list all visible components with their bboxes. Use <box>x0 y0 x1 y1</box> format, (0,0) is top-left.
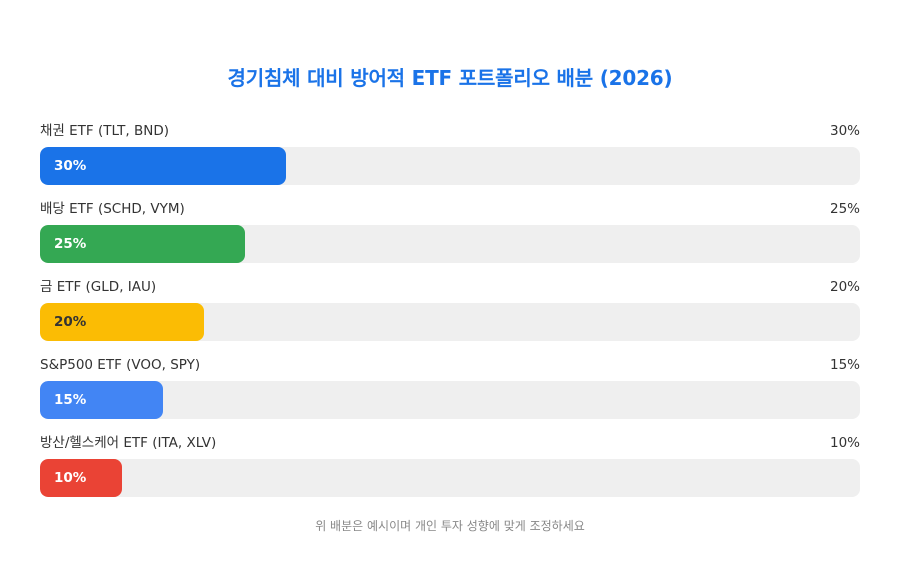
bar-label: S&P500 ETF (VOO, SPY) <box>40 357 201 373</box>
bar-fill-label: 30% <box>54 158 87 174</box>
bar-row-bonds: 채권 ETF (TLT, BND) 30% 30% <box>40 122 860 200</box>
bar-fill-label: 15% <box>54 392 87 408</box>
bar-row-sp500: S&P500 ETF (VOO, SPY) 15% 15% <box>40 356 860 434</box>
bar-label: 금 ETF (GLD, IAU) <box>40 279 157 295</box>
bar-track: 30% <box>40 147 860 185</box>
bar-label: 배당 ETF (SCHD, VYM) <box>40 201 185 217</box>
bar-label: 채권 ETF (TLT, BND) <box>40 123 169 139</box>
bar-row-dividend: 배당 ETF (SCHD, VYM) 25% 25% <box>40 200 860 278</box>
bar-value: 30% <box>829 123 860 139</box>
chart-title: 경기침체 대비 방어적 ETF 포트폴리오 배분 (2026) <box>227 66 673 90</box>
bar-value: 20% <box>829 279 860 295</box>
bar-fill: 15% <box>40 381 163 419</box>
bar-fill: 10% <box>40 459 122 497</box>
bar-track: 25% <box>40 225 860 263</box>
bar-row-defense-healthcare: 방산/헬스케어 ETF (ITA, XLV) 10% 10% <box>40 434 860 512</box>
bar-track: 10% <box>40 459 860 497</box>
footnote: 위 배분은 예시이며 개인 투자 성향에 맞게 조정하세요 <box>315 519 585 533</box>
bar-fill-label: 10% <box>54 470 87 486</box>
bar-value: 15% <box>829 357 860 373</box>
bar-fill-label: 20% <box>54 314 87 330</box>
bar-track: 15% <box>40 381 860 419</box>
bar-value: 25% <box>829 201 860 217</box>
bar-label: 방산/헬스케어 ETF (ITA, XLV) <box>40 435 217 451</box>
bar-fill: 30% <box>40 147 286 185</box>
bar-track: 20% <box>40 303 860 341</box>
bar-fill-label: 25% <box>54 236 87 252</box>
bar-row-gold: 금 ETF (GLD, IAU) 20% 20% <box>40 278 860 356</box>
bar-value: 10% <box>829 435 860 451</box>
bar-fill: 20% <box>40 303 204 341</box>
allocation-bars: 채권 ETF (TLT, BND) 30% 30% 배당 ETF (SCHD, … <box>40 122 860 512</box>
bar-fill: 25% <box>40 225 245 263</box>
